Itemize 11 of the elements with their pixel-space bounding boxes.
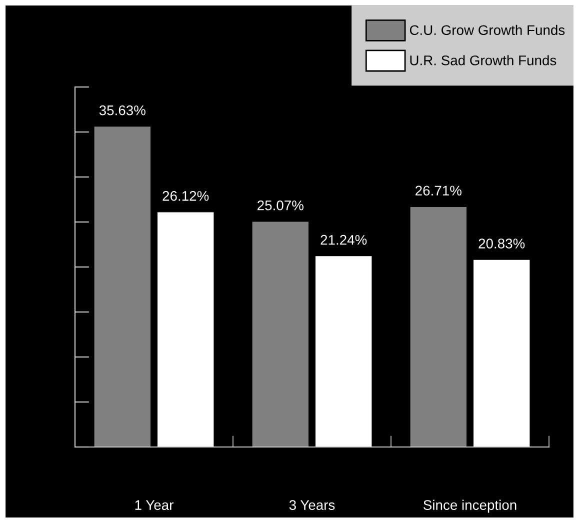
x-tick-label: 1 Year xyxy=(135,500,174,510)
data-label: 20.83% xyxy=(478,238,525,248)
data-label: 35.63% xyxy=(99,105,146,116)
x-tick-label: 3 Years xyxy=(289,500,335,510)
x-tick-label: Since inception xyxy=(424,500,516,513)
data-label: 26.71% xyxy=(416,186,462,196)
data-label: 21.24% xyxy=(320,234,367,245)
legend-label: U.R. Sad Growth Funds xyxy=(410,55,556,66)
legend-label: C.U. Grow Growth Funds xyxy=(410,24,565,36)
data-label: 26.12% xyxy=(162,191,209,201)
data-label: 25.07% xyxy=(258,200,304,210)
